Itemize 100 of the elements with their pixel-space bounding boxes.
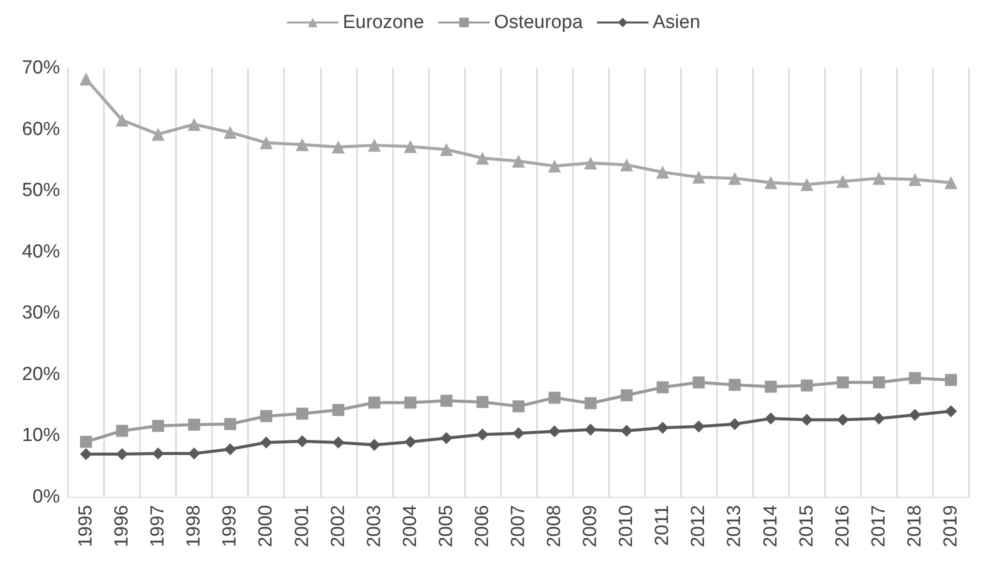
point [548,392,561,404]
point [908,372,921,384]
point [116,424,128,437]
x-tick-label: 1996 [112,505,133,548]
point [368,138,381,152]
point [512,427,524,440]
point [800,379,813,392]
point [476,396,488,408]
x-tick-label: 1999 [220,505,241,548]
legend-label: Eurozone [342,12,424,33]
y-tick-label: 70% [22,58,60,78]
point [224,126,237,139]
x-tick-label: 2006 [472,505,493,548]
point [296,138,309,152]
y-tick-label: 20% [22,364,60,385]
x-tick-label: 2007 [508,505,529,548]
point [188,418,200,431]
point [872,412,885,425]
point [512,400,524,412]
point [836,414,849,426]
point [404,436,416,448]
point [872,172,886,185]
point [368,396,380,409]
point [728,378,741,391]
x-tick-label: 2010 [616,505,638,548]
y-tick-label: 60% [22,118,60,140]
point [692,420,705,433]
point [944,374,957,386]
point [188,118,201,131]
point [260,436,272,448]
point [404,140,417,153]
x-tick-label: 1995 [76,505,97,548]
point [656,381,669,394]
x-tick-label: 2008 [544,505,566,548]
y-tick-label: 10% [22,425,60,446]
point [80,72,93,86]
point [404,396,416,409]
point [728,418,741,430]
point [764,380,777,393]
point [656,422,669,434]
point [836,174,850,188]
point [80,448,92,460]
x-tick-label: 1998 [184,505,205,548]
point [188,447,200,460]
point [728,172,742,185]
point [440,143,453,156]
point [296,408,308,420]
point [944,176,958,190]
x-tick-label: 2013 [724,505,746,548]
point [152,420,164,432]
x-tick-label: 2011 [652,505,674,546]
point [512,154,525,168]
point [224,443,236,456]
point [584,424,597,436]
point [656,166,670,179]
point [476,152,489,165]
point [440,394,452,407]
point [332,436,344,448]
x-tick-label: 2004 [400,504,421,548]
y-tick-label: 40% [22,241,60,262]
x-tick-label: 2014 [760,504,782,548]
x-tick-label: 2005 [436,505,457,548]
x-tick-label: 1997 [148,505,169,548]
point [152,128,165,141]
point [620,389,633,402]
point [944,405,957,418]
x-tick-label: 2017 [868,505,890,548]
point [908,173,922,186]
x-tick-label: 2016 [832,505,854,548]
point [836,376,849,388]
x-tick-label: 2018 [904,505,926,548]
point [620,424,633,437]
x-tick-label: 2009 [580,505,602,548]
point [548,425,561,438]
point [296,435,308,448]
legend-label: Asien [652,12,700,33]
point [584,397,597,410]
point [332,404,344,416]
point [224,418,236,430]
point [368,438,380,451]
y-tick-label: 0% [32,486,60,508]
point [800,414,813,426]
point [332,140,345,154]
point [800,178,814,191]
point [872,376,885,388]
point [692,376,705,388]
point [908,408,921,421]
point [476,428,488,440]
point [584,156,598,170]
y-tick-label: 50% [22,180,60,202]
point [548,160,562,173]
x-tick-label: 2015 [796,505,818,548]
point [764,176,778,190]
point [440,432,452,444]
point [764,412,777,425]
x-tick-label: 2019 [940,505,962,548]
point [692,170,706,184]
point [620,158,634,172]
y-tick-label: 30% [22,302,60,324]
x-tick-label: 2002 [328,505,349,548]
